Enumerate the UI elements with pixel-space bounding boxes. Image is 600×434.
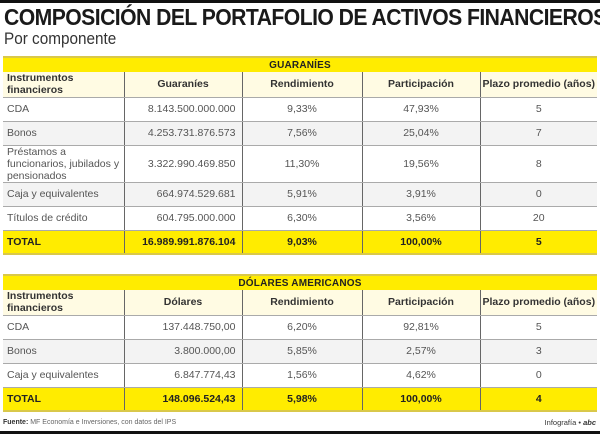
share-cell: 3,91% xyxy=(362,182,481,207)
amount-cell: 604.795.000.000 xyxy=(124,206,243,231)
term-cell: 5 xyxy=(480,97,598,122)
section-header-row: DÓLARES AMERICANOS xyxy=(3,274,598,290)
table-row: Bonos 4.253.731.876.573 7,56% 25,04% 7 xyxy=(3,121,598,146)
total-share: 100,00% xyxy=(362,387,481,412)
total-yield: 9,03% xyxy=(242,230,363,255)
table-row: CDA 137.448.750,00 6,20% 92,81% 5 xyxy=(3,315,598,340)
amount-cell: 137.448.750,00 xyxy=(124,315,243,340)
amount-cell: 3.322.990.469.850 xyxy=(124,145,243,183)
yield-cell: 5,85% xyxy=(242,339,363,364)
column-header: Participación xyxy=(362,290,481,316)
total-term: 5 xyxy=(480,230,598,255)
table-row: Caja y equivalentes 6.847.774,43 1,56% 4… xyxy=(3,363,598,388)
table-row: Bonos 3.800.000,00 5,85% 2,57% 3 xyxy=(3,339,598,364)
column-header: Plazo promedio (años) xyxy=(480,72,598,98)
column-header-row: Instrumentos financieros Dólares Rendimi… xyxy=(3,290,598,316)
yield-cell: 5,91% xyxy=(242,182,363,207)
column-header: Rendimiento xyxy=(242,290,363,316)
column-header: Plazo promedio (años) xyxy=(480,290,598,316)
instrument-cell: Bonos xyxy=(3,121,125,146)
share-cell: 2,57% xyxy=(362,339,481,364)
instrument-cell: Bonos xyxy=(3,339,125,364)
total-label: TOTAL xyxy=(3,387,125,412)
source-text: MF Economía e Inversiones, con datos del… xyxy=(28,419,177,426)
column-header-row: Instrumentos financieros Guaraníes Rendi… xyxy=(3,72,598,98)
term-cell: 7 xyxy=(480,121,598,146)
page-subtitle: Por componente xyxy=(4,29,117,48)
column-header: Instrumentos financieros xyxy=(3,290,125,316)
source-label: Fuente: xyxy=(3,419,29,426)
total-amount: 148.096.524,43 xyxy=(124,387,243,412)
guaranies-table: GUARANÍES Instrumentos financieros Guara… xyxy=(3,56,598,255)
instrument-cell: Caja y equivalentes xyxy=(3,182,125,207)
yield-cell: 9,33% xyxy=(242,97,363,122)
total-row: TOTAL 148.096.524,43 5,98% 100,00% 4 xyxy=(3,387,598,412)
section-title: DÓLARES AMERICANOS xyxy=(3,274,598,290)
instrument-cell: Préstamos a funcionarios, jubilados y pe… xyxy=(3,145,125,183)
yield-cell: 7,56% xyxy=(242,121,363,146)
total-label: TOTAL xyxy=(3,230,125,255)
total-amount: 16.989.991.876.104 xyxy=(124,230,243,255)
yield-cell: 11,30% xyxy=(242,145,363,183)
term-cell: 8 xyxy=(480,145,598,183)
table-row: Préstamos a funcionarios, jubilados y pe… xyxy=(3,145,598,183)
share-cell: 47,93% xyxy=(362,97,481,122)
term-cell: 3 xyxy=(480,339,598,364)
total-term: 4 xyxy=(480,387,598,412)
share-cell: 19,56% xyxy=(362,145,481,183)
top-rule xyxy=(0,0,600,3)
column-header: Instrumentos financieros xyxy=(3,72,125,98)
share-cell: 92,81% xyxy=(362,315,481,340)
column-header: Participación xyxy=(362,72,481,98)
amount-cell: 664.974.529.681 xyxy=(124,182,243,207)
term-cell: 20 xyxy=(480,206,598,231)
yield-cell: 1,56% xyxy=(242,363,363,388)
amount-cell: 4.253.731.876.573 xyxy=(124,121,243,146)
share-cell: 4,62% xyxy=(362,363,481,388)
table-row: CDA 8.143.500.000.000 9,33% 47,93% 5 xyxy=(3,97,598,122)
dolares-table: DÓLARES AMERICANOS Instrumentos financie… xyxy=(3,274,598,412)
amount-cell: 3.800.000,00 xyxy=(124,339,243,364)
table-row: Caja y equivalentes 664.974.529.681 5,91… xyxy=(3,182,598,207)
section-header-row: GUARANÍES xyxy=(3,56,598,72)
source-note: Fuente: MF Economía e Inversiones, con d… xyxy=(3,419,176,426)
column-header: Dólares xyxy=(124,290,243,316)
yield-cell: 6,30% xyxy=(242,206,363,231)
total-share: 100,00% xyxy=(362,230,481,255)
instrument-cell: CDA xyxy=(3,315,125,340)
amount-cell: 6.847.774,43 xyxy=(124,363,243,388)
bottom-rule xyxy=(0,431,600,434)
total-row: TOTAL 16.989.991.876.104 9,03% 100,00% 5 xyxy=(3,230,598,255)
credit-label: Infografía • xyxy=(544,418,584,427)
credit-note: Infografía • abc xyxy=(545,418,596,427)
column-header: Guaraníes xyxy=(124,72,243,98)
yield-cell: 6,20% xyxy=(242,315,363,340)
share-cell: 3,56% xyxy=(362,206,481,231)
instrument-cell: CDA xyxy=(3,97,125,122)
term-cell: 0 xyxy=(480,363,598,388)
term-cell: 0 xyxy=(480,182,598,207)
brand-logo: abc xyxy=(583,418,596,427)
share-cell: 25,04% xyxy=(362,121,481,146)
column-header: Rendimiento xyxy=(242,72,363,98)
amount-cell: 8.143.500.000.000 xyxy=(124,97,243,122)
term-cell: 5 xyxy=(480,315,598,340)
table-row: Títulos de crédito 604.795.000.000 6,30%… xyxy=(3,206,598,231)
total-yield: 5,98% xyxy=(242,387,363,412)
instrument-cell: Títulos de crédito xyxy=(3,206,125,231)
instrument-cell: Caja y equivalentes xyxy=(3,363,125,388)
page-title: COMPOSICIÓN DEL PORTAFOLIO DE ACTIVOS FI… xyxy=(4,4,600,30)
section-title: GUARANÍES xyxy=(3,56,598,72)
